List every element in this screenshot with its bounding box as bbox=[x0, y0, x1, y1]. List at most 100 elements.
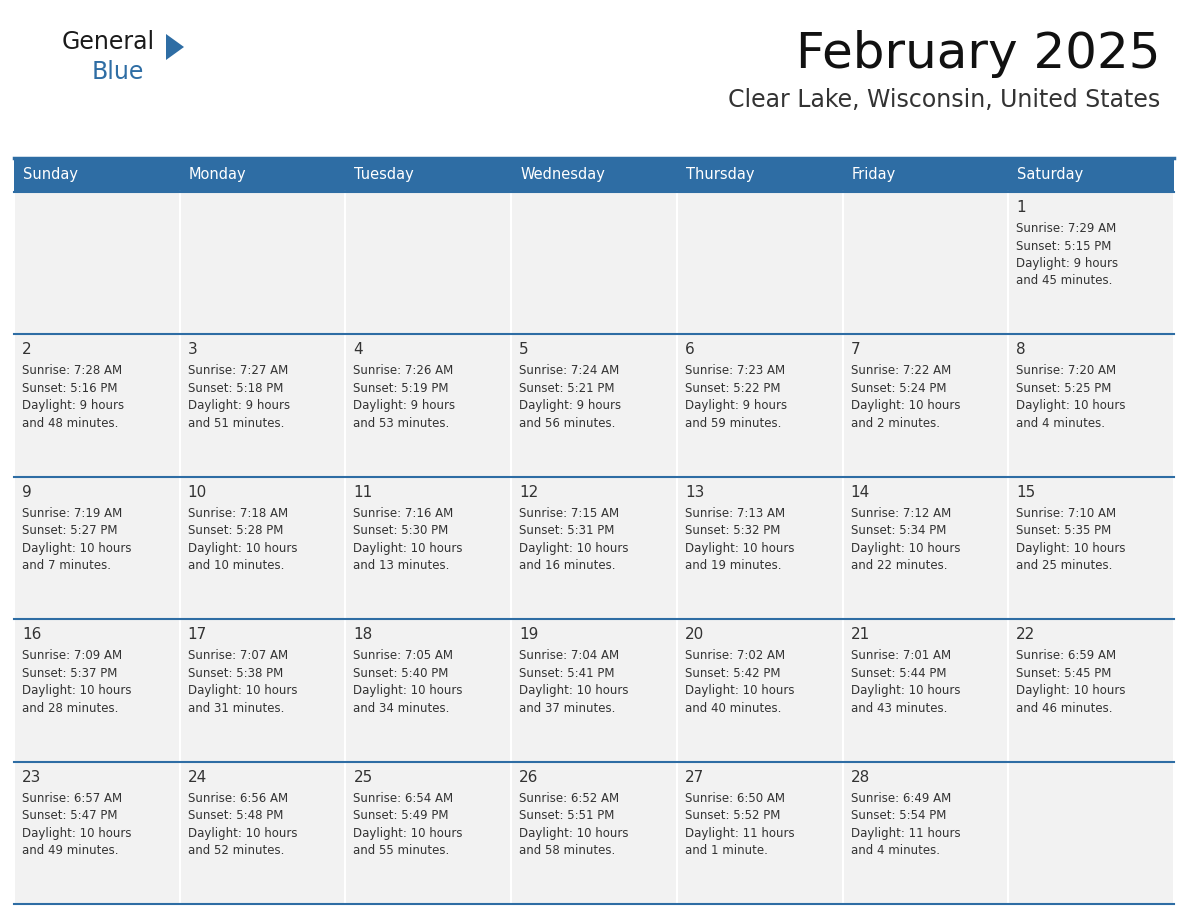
Bar bbox=[842, 158, 1009, 192]
Bar bbox=[1009, 476, 1174, 620]
Text: 19: 19 bbox=[519, 627, 538, 643]
Bar bbox=[179, 762, 346, 904]
Text: Daylight: 10 hours: Daylight: 10 hours bbox=[353, 826, 463, 840]
Text: Daylight: 9 hours: Daylight: 9 hours bbox=[519, 399, 621, 412]
Bar bbox=[179, 158, 346, 192]
Text: Sunset: 5:18 PM: Sunset: 5:18 PM bbox=[188, 382, 283, 395]
Text: Sunset: 5:19 PM: Sunset: 5:19 PM bbox=[353, 382, 449, 395]
Text: 13: 13 bbox=[684, 485, 704, 499]
Text: 15: 15 bbox=[1016, 485, 1036, 499]
Text: 18: 18 bbox=[353, 627, 373, 643]
Text: Daylight: 10 hours: Daylight: 10 hours bbox=[23, 826, 132, 840]
Bar bbox=[1009, 334, 1174, 476]
Text: Sunrise: 7:05 AM: Sunrise: 7:05 AM bbox=[353, 649, 454, 662]
Text: and 19 minutes.: and 19 minutes. bbox=[684, 559, 782, 572]
Text: Daylight: 11 hours: Daylight: 11 hours bbox=[851, 826, 960, 840]
Text: Sunrise: 7:16 AM: Sunrise: 7:16 AM bbox=[353, 507, 454, 520]
Text: Sunrise: 7:24 AM: Sunrise: 7:24 AM bbox=[519, 364, 619, 377]
Bar bbox=[179, 192, 346, 334]
Text: Sunset: 5:35 PM: Sunset: 5:35 PM bbox=[1016, 524, 1112, 537]
Text: Sunset: 5:25 PM: Sunset: 5:25 PM bbox=[1016, 382, 1112, 395]
Text: Sunset: 5:49 PM: Sunset: 5:49 PM bbox=[353, 809, 449, 823]
Text: Sunset: 5:37 PM: Sunset: 5:37 PM bbox=[23, 666, 118, 679]
Bar bbox=[842, 334, 1009, 476]
Text: Daylight: 9 hours: Daylight: 9 hours bbox=[684, 399, 786, 412]
Text: Sunrise: 6:54 AM: Sunrise: 6:54 AM bbox=[353, 791, 454, 804]
Text: Daylight: 10 hours: Daylight: 10 hours bbox=[353, 542, 463, 554]
Text: 2: 2 bbox=[23, 342, 32, 357]
Text: Sunset: 5:16 PM: Sunset: 5:16 PM bbox=[23, 382, 118, 395]
Text: 24: 24 bbox=[188, 769, 207, 785]
Text: Daylight: 10 hours: Daylight: 10 hours bbox=[684, 542, 795, 554]
Text: Sunrise: 7:07 AM: Sunrise: 7:07 AM bbox=[188, 649, 287, 662]
Bar bbox=[346, 158, 511, 192]
Text: and 56 minutes.: and 56 minutes. bbox=[519, 417, 615, 430]
Text: and 4 minutes.: and 4 minutes. bbox=[1016, 417, 1105, 430]
Bar bbox=[677, 192, 842, 334]
Text: Sunrise: 7:19 AM: Sunrise: 7:19 AM bbox=[23, 507, 122, 520]
Text: Daylight: 10 hours: Daylight: 10 hours bbox=[851, 399, 960, 412]
Text: Sunset: 5:40 PM: Sunset: 5:40 PM bbox=[353, 666, 449, 679]
Bar bbox=[842, 476, 1009, 620]
Text: and 25 minutes.: and 25 minutes. bbox=[1016, 559, 1113, 572]
Text: Sunday: Sunday bbox=[23, 167, 78, 183]
Bar bbox=[14, 476, 179, 620]
Text: Sunrise: 7:02 AM: Sunrise: 7:02 AM bbox=[684, 649, 785, 662]
Text: 4: 4 bbox=[353, 342, 364, 357]
Bar bbox=[511, 476, 677, 620]
Text: Sunset: 5:45 PM: Sunset: 5:45 PM bbox=[1016, 666, 1112, 679]
Text: Sunrise: 7:01 AM: Sunrise: 7:01 AM bbox=[851, 649, 950, 662]
Text: Sunset: 5:24 PM: Sunset: 5:24 PM bbox=[851, 382, 946, 395]
Text: Monday: Monday bbox=[189, 167, 246, 183]
Bar bbox=[677, 476, 842, 620]
Bar bbox=[14, 158, 179, 192]
Text: Daylight: 10 hours: Daylight: 10 hours bbox=[1016, 684, 1126, 697]
Text: Daylight: 9 hours: Daylight: 9 hours bbox=[1016, 257, 1118, 270]
Text: and 34 minutes.: and 34 minutes. bbox=[353, 701, 450, 715]
Text: Sunset: 5:42 PM: Sunset: 5:42 PM bbox=[684, 666, 781, 679]
Text: and 31 minutes.: and 31 minutes. bbox=[188, 701, 284, 715]
Bar bbox=[511, 158, 677, 192]
Text: Sunset: 5:31 PM: Sunset: 5:31 PM bbox=[519, 524, 614, 537]
Bar bbox=[346, 620, 511, 762]
Text: Sunrise: 6:50 AM: Sunrise: 6:50 AM bbox=[684, 791, 785, 804]
Text: Sunrise: 7:22 AM: Sunrise: 7:22 AM bbox=[851, 364, 950, 377]
Text: Daylight: 10 hours: Daylight: 10 hours bbox=[353, 684, 463, 697]
Text: Daylight: 10 hours: Daylight: 10 hours bbox=[23, 684, 132, 697]
Text: and 7 minutes.: and 7 minutes. bbox=[23, 559, 110, 572]
Text: Sunset: 5:38 PM: Sunset: 5:38 PM bbox=[188, 666, 283, 679]
Bar bbox=[677, 620, 842, 762]
Bar bbox=[346, 476, 511, 620]
Bar bbox=[842, 620, 1009, 762]
Bar bbox=[842, 762, 1009, 904]
Bar bbox=[346, 192, 511, 334]
Text: 1: 1 bbox=[1016, 200, 1026, 215]
Text: Daylight: 10 hours: Daylight: 10 hours bbox=[188, 542, 297, 554]
Text: Sunrise: 7:04 AM: Sunrise: 7:04 AM bbox=[519, 649, 619, 662]
Text: Thursday: Thursday bbox=[685, 167, 754, 183]
Text: Sunset: 5:54 PM: Sunset: 5:54 PM bbox=[851, 809, 946, 823]
Text: Wednesday: Wednesday bbox=[520, 167, 605, 183]
Text: Sunrise: 7:27 AM: Sunrise: 7:27 AM bbox=[188, 364, 287, 377]
Text: Daylight: 11 hours: Daylight: 11 hours bbox=[684, 826, 795, 840]
Text: Clear Lake, Wisconsin, United States: Clear Lake, Wisconsin, United States bbox=[728, 88, 1159, 112]
Text: and 43 minutes.: and 43 minutes. bbox=[851, 701, 947, 715]
Text: 3: 3 bbox=[188, 342, 197, 357]
Text: Daylight: 10 hours: Daylight: 10 hours bbox=[1016, 399, 1126, 412]
Text: 27: 27 bbox=[684, 769, 704, 785]
Text: Sunrise: 7:09 AM: Sunrise: 7:09 AM bbox=[23, 649, 122, 662]
Text: Saturday: Saturday bbox=[1017, 167, 1083, 183]
Text: Sunrise: 7:28 AM: Sunrise: 7:28 AM bbox=[23, 364, 122, 377]
Text: Friday: Friday bbox=[852, 167, 896, 183]
Text: 5: 5 bbox=[519, 342, 529, 357]
Bar bbox=[511, 762, 677, 904]
Bar bbox=[14, 620, 179, 762]
Bar bbox=[346, 762, 511, 904]
Text: February 2025: February 2025 bbox=[796, 30, 1159, 78]
Text: Sunset: 5:48 PM: Sunset: 5:48 PM bbox=[188, 809, 283, 823]
Text: Daylight: 9 hours: Daylight: 9 hours bbox=[23, 399, 124, 412]
Text: 12: 12 bbox=[519, 485, 538, 499]
Text: Sunrise: 6:52 AM: Sunrise: 6:52 AM bbox=[519, 791, 619, 804]
Text: Sunrise: 7:26 AM: Sunrise: 7:26 AM bbox=[353, 364, 454, 377]
Text: and 49 minutes.: and 49 minutes. bbox=[23, 844, 119, 857]
